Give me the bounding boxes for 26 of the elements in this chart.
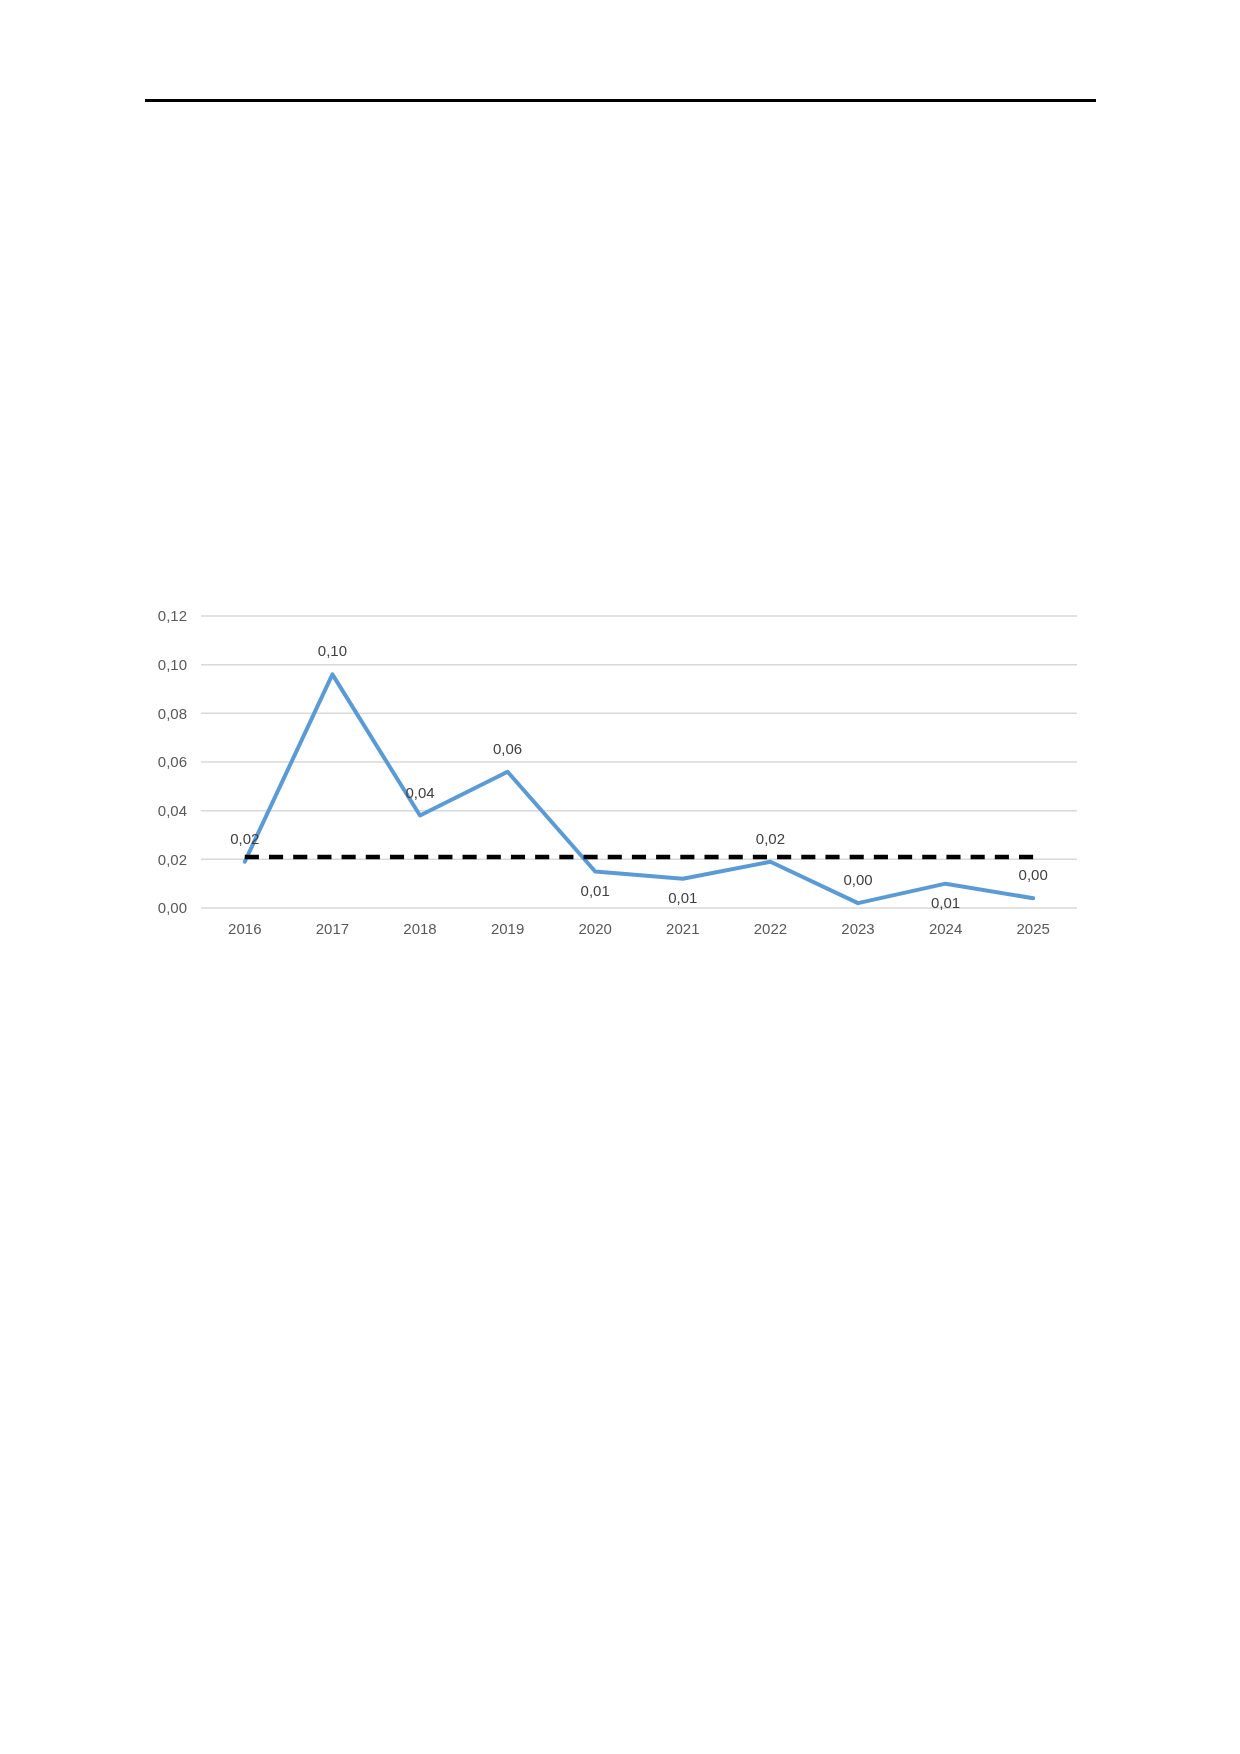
data-label: 0,02: [755, 829, 785, 847]
x-tick-label: 2024: [928, 920, 963, 937]
data-label: 0,04: [405, 783, 435, 801]
y-tick-label: 0,02: [157, 850, 187, 868]
y-tick-label: 0,06: [157, 753, 187, 771]
y-tick-label: 0,10: [157, 655, 187, 673]
y-tick-label: 0,04: [157, 801, 187, 819]
data-label: 0,10: [317, 642, 347, 660]
x-tick-label: 2016: [228, 920, 262, 937]
x-tick-label: 2021: [666, 920, 700, 937]
x-tick-label: 2018: [403, 920, 437, 937]
x-tick-label: 2017: [315, 920, 350, 937]
data-label: 0,00: [1018, 866, 1048, 884]
x-tick-label: 2022: [753, 920, 788, 937]
data-label: 0,06: [493, 739, 523, 757]
y-tick-label: 0,08: [157, 704, 187, 722]
data-label: 0,01: [580, 881, 610, 899]
x-tick-label: 2020: [578, 920, 612, 937]
y-tick-label: 0,00: [157, 899, 187, 917]
data-label: 0,01: [668, 888, 698, 906]
y-tick-label: 0,12: [157, 607, 187, 625]
x-tick-label: 2019: [490, 920, 525, 937]
data-label: 0,01: [931, 893, 961, 911]
x-tick-label: 2023: [841, 920, 875, 937]
x-tick-label: 2025: [1016, 920, 1050, 937]
data-label: 0,00: [843, 871, 873, 889]
